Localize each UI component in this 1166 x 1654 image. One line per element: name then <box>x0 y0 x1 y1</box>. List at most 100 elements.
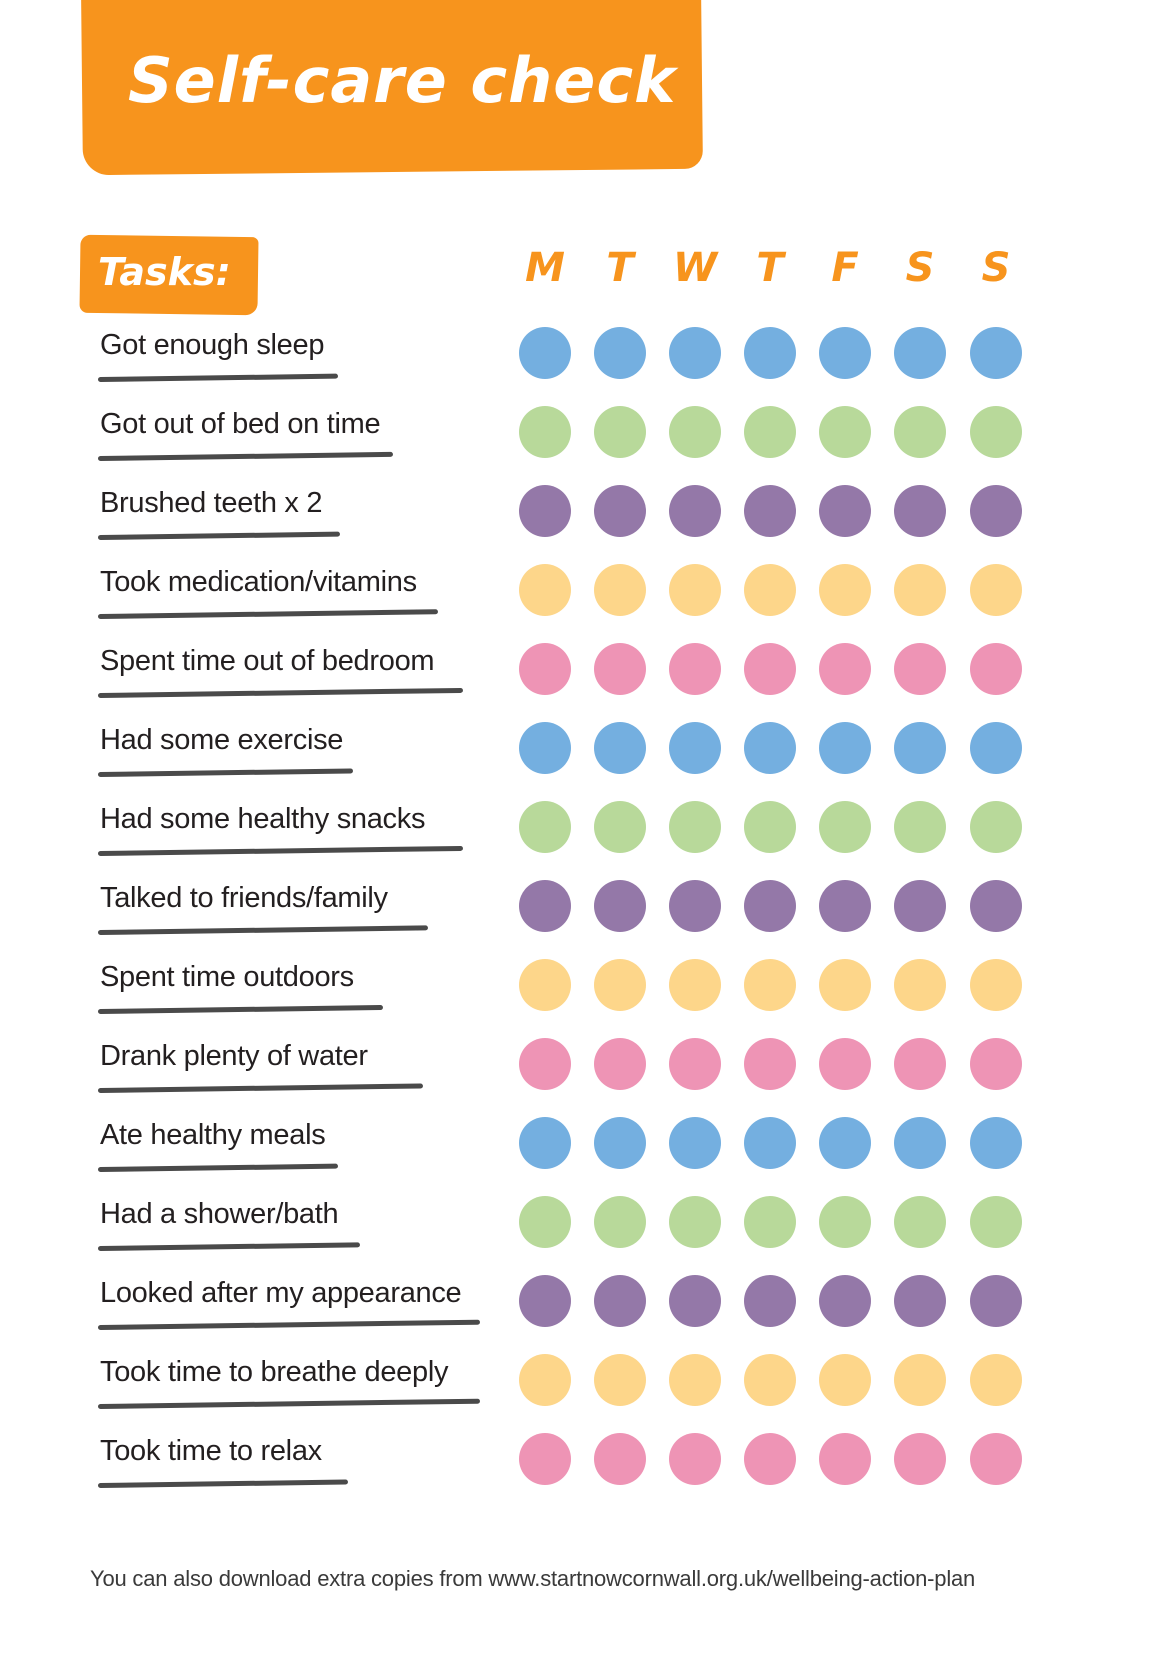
day-check-circle[interactable] <box>519 327 571 379</box>
day-check-circle[interactable] <box>970 722 1022 774</box>
day-check-circle[interactable] <box>594 1117 646 1169</box>
day-check-circle[interactable] <box>819 1275 871 1327</box>
day-check-circle[interactable] <box>519 1275 571 1327</box>
day-check-circle[interactable] <box>894 1275 946 1327</box>
day-check-circle[interactable] <box>669 406 721 458</box>
day-check-circle[interactable] <box>519 1354 571 1406</box>
day-check-circle[interactable] <box>744 564 796 616</box>
day-check-circle[interactable] <box>894 959 946 1011</box>
day-check-circle[interactable] <box>970 959 1022 1011</box>
day-check-circle[interactable] <box>894 1038 946 1090</box>
day-check-circle[interactable] <box>819 1117 871 1169</box>
day-check-circle[interactable] <box>894 643 946 695</box>
day-check-circle[interactable] <box>894 327 946 379</box>
day-check-circle[interactable] <box>744 327 796 379</box>
day-check-circle[interactable] <box>594 406 646 458</box>
day-check-circle[interactable] <box>519 1038 571 1090</box>
day-check-circle[interactable] <box>669 327 721 379</box>
day-check-circle[interactable] <box>819 564 871 616</box>
day-check-circle[interactable] <box>594 801 646 853</box>
day-check-circle[interactable] <box>594 1433 646 1485</box>
day-check-circle[interactable] <box>744 643 796 695</box>
day-check-circle[interactable] <box>970 1433 1022 1485</box>
day-check-circle[interactable] <box>669 1275 721 1327</box>
day-check-circle[interactable] <box>669 1196 721 1248</box>
day-check-circle[interactable] <box>669 643 721 695</box>
day-check-circle[interactable] <box>819 327 871 379</box>
day-check-circle[interactable] <box>970 1038 1022 1090</box>
day-check-circle[interactable] <box>970 564 1022 616</box>
day-check-circle[interactable] <box>894 1117 946 1169</box>
day-check-circle[interactable] <box>970 643 1022 695</box>
day-check-circle[interactable] <box>669 1038 721 1090</box>
day-check-circle[interactable] <box>594 485 646 537</box>
day-check-circle[interactable] <box>594 564 646 616</box>
day-check-circle[interactable] <box>744 722 796 774</box>
day-check-circle[interactable] <box>894 406 946 458</box>
day-check-circle[interactable] <box>970 1117 1022 1169</box>
day-check-circle[interactable] <box>669 959 721 1011</box>
day-check-circle[interactable] <box>819 643 871 695</box>
day-check-circle[interactable] <box>519 1433 571 1485</box>
day-check-circle[interactable] <box>594 722 646 774</box>
day-check-circle[interactable] <box>744 406 796 458</box>
day-check-circle[interactable] <box>669 485 721 537</box>
day-check-circle[interactable] <box>594 1275 646 1327</box>
day-check-circle[interactable] <box>819 406 871 458</box>
day-check-circle[interactable] <box>744 1038 796 1090</box>
day-check-circle[interactable] <box>819 801 871 853</box>
day-check-circle[interactable] <box>519 406 571 458</box>
day-check-circle[interactable] <box>594 327 646 379</box>
day-check-circle[interactable] <box>519 880 571 932</box>
day-check-circle[interactable] <box>744 485 796 537</box>
day-check-circle[interactable] <box>519 564 571 616</box>
day-check-circle[interactable] <box>894 801 946 853</box>
day-check-circle[interactable] <box>894 1433 946 1485</box>
day-check-circle[interactable] <box>819 1433 871 1485</box>
day-check-circle[interactable] <box>970 1275 1022 1327</box>
day-check-circle[interactable] <box>669 564 721 616</box>
day-check-circle[interactable] <box>669 801 721 853</box>
day-check-circle[interactable] <box>819 880 871 932</box>
day-check-circle[interactable] <box>519 801 571 853</box>
day-check-circle[interactable] <box>894 1196 946 1248</box>
day-check-circle[interactable] <box>669 880 721 932</box>
day-check-circle[interactable] <box>519 1196 571 1248</box>
day-check-circle[interactable] <box>894 1354 946 1406</box>
day-check-circle[interactable] <box>819 1038 871 1090</box>
day-check-circle[interactable] <box>519 1117 571 1169</box>
day-check-circle[interactable] <box>744 1196 796 1248</box>
day-check-circle[interactable] <box>819 722 871 774</box>
day-check-circle[interactable] <box>669 1354 721 1406</box>
day-check-circle[interactable] <box>744 1275 796 1327</box>
day-check-circle[interactable] <box>594 1354 646 1406</box>
day-check-circle[interactable] <box>669 722 721 774</box>
day-check-circle[interactable] <box>819 485 871 537</box>
day-check-circle[interactable] <box>669 1117 721 1169</box>
day-check-circle[interactable] <box>819 959 871 1011</box>
day-check-circle[interactable] <box>744 1117 796 1169</box>
day-check-circle[interactable] <box>744 1354 796 1406</box>
day-check-circle[interactable] <box>744 801 796 853</box>
day-check-circle[interactable] <box>819 1354 871 1406</box>
day-check-circle[interactable] <box>594 643 646 695</box>
day-check-circle[interactable] <box>669 1433 721 1485</box>
day-check-circle[interactable] <box>519 959 571 1011</box>
day-check-circle[interactable] <box>894 722 946 774</box>
day-check-circle[interactable] <box>970 406 1022 458</box>
day-check-circle[interactable] <box>894 485 946 537</box>
day-check-circle[interactable] <box>594 1196 646 1248</box>
day-check-circle[interactable] <box>970 327 1022 379</box>
day-check-circle[interactable] <box>519 722 571 774</box>
day-check-circle[interactable] <box>894 564 946 616</box>
day-check-circle[interactable] <box>594 959 646 1011</box>
day-check-circle[interactable] <box>519 643 571 695</box>
day-check-circle[interactable] <box>970 1196 1022 1248</box>
day-check-circle[interactable] <box>594 1038 646 1090</box>
day-check-circle[interactable] <box>744 959 796 1011</box>
day-check-circle[interactable] <box>970 485 1022 537</box>
day-check-circle[interactable] <box>970 801 1022 853</box>
day-check-circle[interactable] <box>970 1354 1022 1406</box>
day-check-circle[interactable] <box>970 880 1022 932</box>
day-check-circle[interactable] <box>594 880 646 932</box>
